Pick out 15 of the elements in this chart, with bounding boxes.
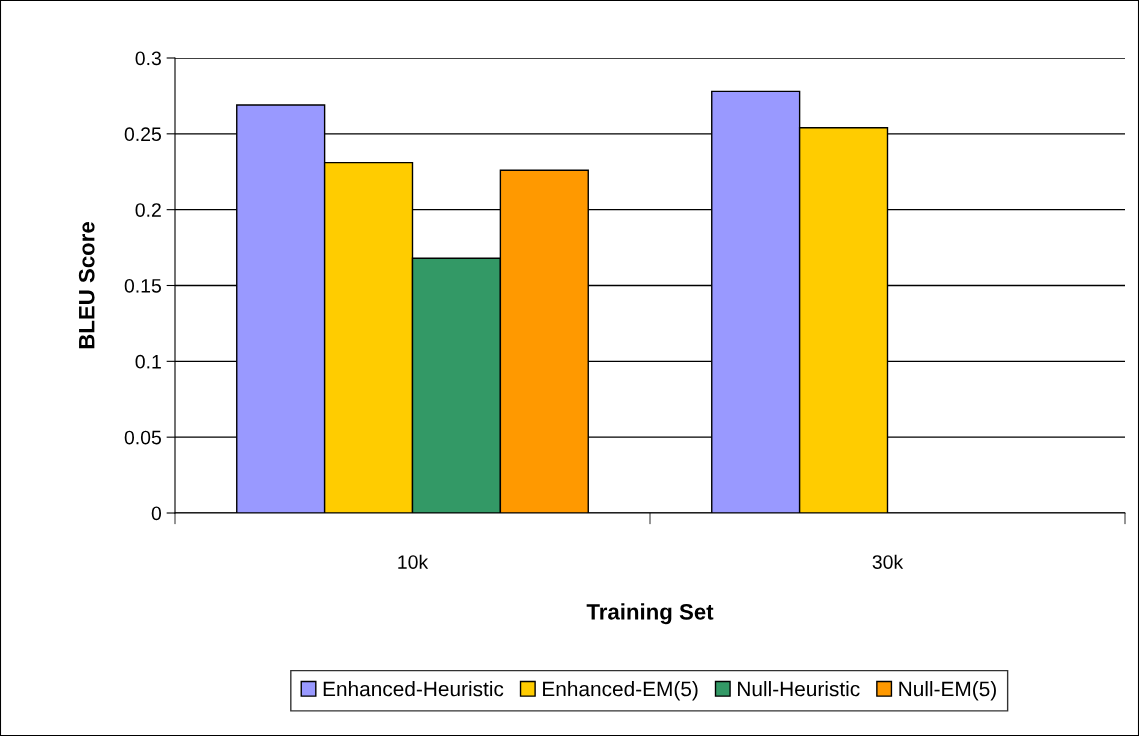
- y-tick-label: 0.2: [135, 203, 161, 217]
- y-tick-label: 0.05: [124, 430, 161, 445]
- x-tick-label: 30k: [872, 554, 904, 569]
- x-axis-title: Training Set: [586, 603, 714, 625]
- y-axis-title: BLEU Score: [78, 222, 95, 349]
- y-tick-label: 0.3: [135, 51, 161, 66]
- legend-label: Enhanced-Heuristic: [323, 681, 504, 697]
- legend-label: Enhanced-EM(5): [543, 681, 698, 701]
- legend-label: Null-Heuristic: [738, 681, 860, 697]
- y-tick-label: 0.15: [124, 278, 161, 293]
- legend-label: Null-EM(5): [899, 681, 996, 701]
- y-tick-label: 0.1: [135, 354, 161, 369]
- y-tick-label: 0: [151, 506, 162, 521]
- y-tick-label: 0.25: [124, 127, 161, 142]
- x-tick-label: 10k: [398, 554, 429, 569]
